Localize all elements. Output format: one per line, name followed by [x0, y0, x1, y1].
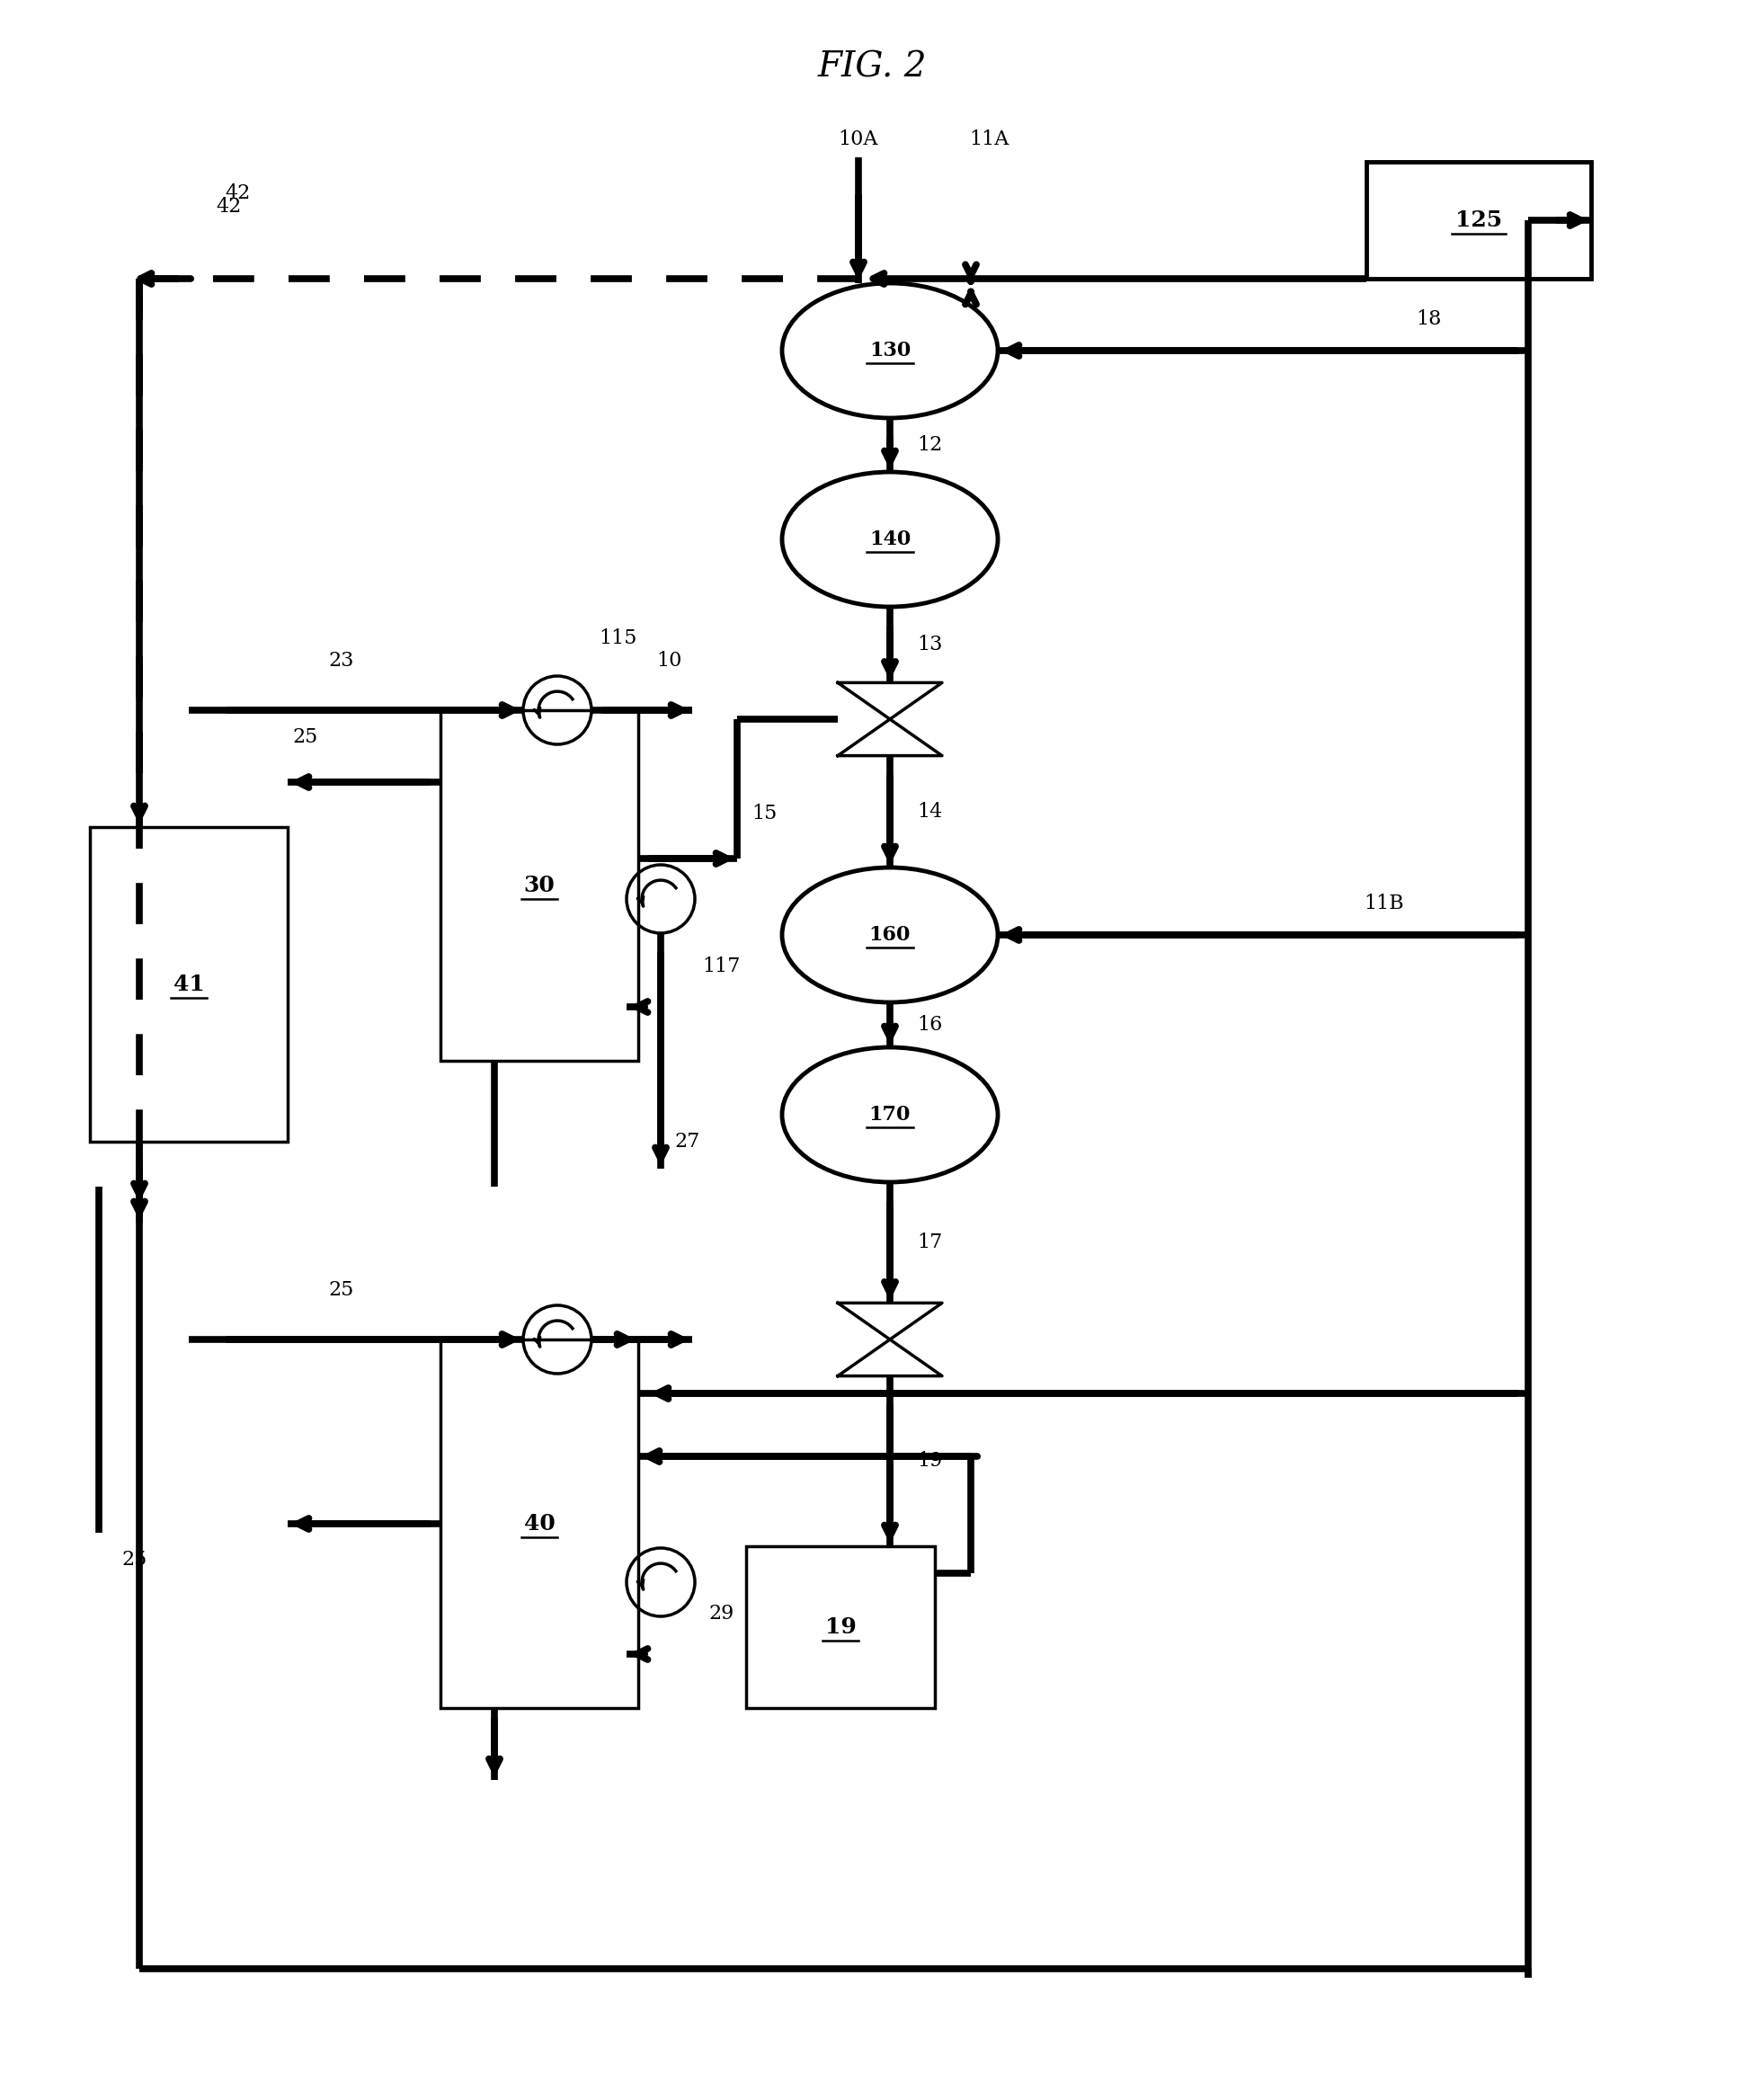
Text: 160: 160 — [868, 924, 910, 945]
Bar — [91, 827, 288, 1142]
Text: 10A: 10A — [838, 130, 878, 149]
Text: 40: 40 — [523, 1512, 554, 1535]
Text: 130: 130 — [868, 340, 910, 361]
Text: 117: 117 — [702, 956, 741, 977]
Bar — [746, 1546, 934, 1707]
Text: 16: 16 — [917, 1014, 941, 1035]
Text: 42: 42 — [216, 197, 242, 216]
Text: FIG. 2: FIG. 2 — [817, 50, 926, 84]
Bar — [441, 710, 638, 1060]
Text: 25: 25 — [293, 727, 319, 748]
Text: 10: 10 — [657, 651, 682, 670]
Text: 23: 23 — [329, 651, 354, 670]
Text: 27: 27 — [675, 1132, 701, 1151]
Bar — [1367, 162, 1590, 279]
Text: 125: 125 — [1455, 210, 1501, 231]
Text: 17: 17 — [917, 1233, 941, 1252]
Text: 25: 25 — [122, 1550, 148, 1569]
Text: 29: 29 — [709, 1604, 734, 1623]
Text: 42: 42 — [225, 183, 251, 204]
Text: 11B: 11B — [1363, 895, 1403, 914]
Text: 115: 115 — [600, 628, 638, 649]
Text: 140: 140 — [868, 529, 910, 550]
Text: 30: 30 — [523, 876, 554, 897]
Text: 15: 15 — [751, 804, 776, 823]
Text: 11A: 11A — [969, 130, 1007, 149]
Text: 19: 19 — [824, 1617, 856, 1638]
Bar — [441, 1340, 638, 1707]
Text: 18: 18 — [1415, 309, 1441, 330]
Text: 14: 14 — [917, 802, 941, 821]
Text: 41: 41 — [173, 974, 204, 995]
Text: 25: 25 — [329, 1281, 354, 1300]
Text: 19: 19 — [917, 1451, 941, 1470]
Text: 170: 170 — [868, 1105, 910, 1126]
Text: 13: 13 — [917, 634, 941, 655]
Text: 12: 12 — [917, 435, 941, 456]
